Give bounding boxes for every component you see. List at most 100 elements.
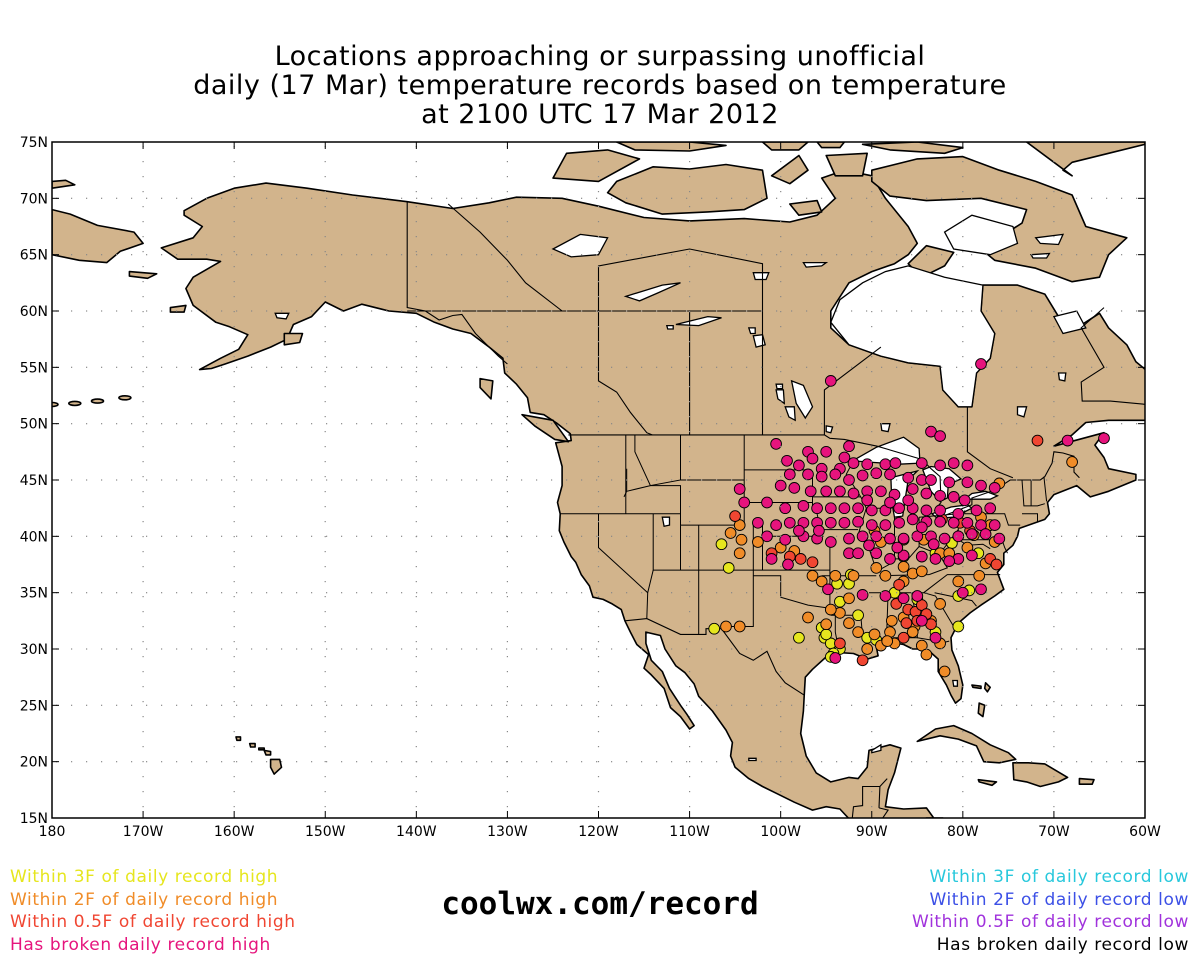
grid-dot	[1001, 310, 1003, 312]
grid-dot	[551, 423, 553, 425]
station-marker-broken	[975, 479, 987, 492]
grid-dot	[476, 761, 478, 763]
lake-dubawnt	[752, 272, 770, 281]
grid-dot	[851, 254, 853, 256]
grid-dot	[806, 310, 808, 312]
grid-dot	[311, 197, 313, 199]
station-marker-broken	[811, 502, 823, 515]
grid-dot	[836, 479, 838, 481]
grid-dot	[597, 386, 600, 388]
station-marker-broken	[804, 485, 817, 498]
grid-dot	[962, 806, 964, 808]
station-marker-broken	[829, 652, 842, 664]
grid-dot	[206, 310, 208, 312]
grid-dot	[281, 254, 283, 256]
grid-dot	[836, 366, 838, 368]
grid-dot	[233, 371, 235, 373]
grid-dot	[701, 366, 703, 368]
grid-dot	[415, 716, 417, 718]
grid-dot	[780, 386, 782, 388]
grid-dot	[716, 704, 718, 706]
grid-dot	[780, 536, 782, 538]
grid-dot	[956, 479, 958, 481]
grid-dot	[866, 648, 868, 650]
grid-dot	[731, 366, 733, 368]
border-bc-ab	[597, 311, 653, 436]
grid-dot	[1046, 704, 1048, 706]
grid-dot	[1053, 791, 1055, 793]
grid-dot	[233, 266, 235, 268]
station-marker-within3	[708, 622, 721, 635]
grid-dot	[716, 366, 718, 368]
grid-dot	[431, 479, 433, 481]
lake-amadjuak	[1030, 252, 1051, 259]
grid-dot	[415, 416, 417, 418]
grid-dot	[233, 701, 235, 703]
station-marker-within2	[915, 565, 928, 578]
grid-dot	[871, 731, 873, 733]
grid-dot	[731, 197, 733, 199]
grid-dot	[324, 761, 326, 763]
grid-dot	[521, 704, 523, 706]
grid-dot	[506, 446, 508, 448]
grid-dot	[116, 648, 118, 650]
grid-dot	[689, 446, 691, 448]
grid-dot	[1001, 761, 1003, 763]
grid-dot	[86, 761, 88, 763]
grid-dot	[780, 311, 782, 313]
station-marker-broken	[884, 532, 896, 545]
grid-dot	[506, 581, 508, 583]
grid-dot	[941, 254, 943, 256]
grid-dot	[1136, 254, 1138, 256]
grid-dot	[296, 254, 298, 256]
grid-dot	[597, 356, 600, 358]
grid-dot	[1076, 535, 1078, 537]
grid-dot	[142, 791, 144, 793]
station-marker-broken	[843, 532, 855, 545]
grid-dot	[701, 535, 703, 537]
grid-dot	[1053, 626, 1055, 628]
grid-dot	[780, 491, 782, 493]
legend-within-05f-low: Within 0.5F of daily record low	[912, 912, 1189, 932]
grid-dot	[791, 254, 793, 256]
grid-dot	[536, 310, 538, 312]
grid-dot	[956, 704, 958, 706]
grid-dot	[142, 551, 144, 553]
grid-dot	[101, 704, 103, 706]
lon-label: 80W	[947, 824, 979, 840]
grid-dot	[881, 310, 883, 312]
grid-dot	[324, 221, 326, 223]
grid-dot	[1046, 648, 1048, 650]
grid-dot	[780, 791, 782, 793]
grid-dot	[911, 704, 913, 706]
grid-dot	[71, 648, 73, 650]
grid-dot	[701, 704, 703, 706]
station-marker-within2	[815, 575, 828, 588]
grid-dot	[71, 423, 73, 425]
grid-dot	[326, 310, 328, 312]
grid-dot	[776, 592, 778, 594]
grid-dot	[780, 506, 782, 508]
station-marker-within3	[715, 538, 728, 551]
grid-dot	[296, 366, 298, 368]
grid-dot	[566, 310, 568, 312]
grid-dot	[911, 310, 913, 312]
grid-dot	[1053, 731, 1055, 733]
grid-dot	[1091, 366, 1093, 368]
lat-label: 35N	[20, 586, 48, 602]
station-marker-broken	[934, 489, 946, 502]
grid-dot	[415, 641, 417, 643]
grid-dot	[746, 535, 748, 537]
grid-dot	[806, 592, 808, 594]
grid-dot	[521, 535, 523, 537]
grid-dot	[1091, 310, 1093, 312]
grid-dot	[962, 266, 964, 268]
grid-dot	[597, 491, 600, 493]
map-axes: 75N70N65N60N55N50N45N40N35N30N25N20N15N1…	[20, 135, 1161, 840]
grid-dot	[851, 535, 853, 537]
grid-dot	[986, 423, 988, 425]
grid-dot	[491, 592, 493, 594]
grid-dot	[116, 423, 118, 425]
grid-dot	[1136, 366, 1138, 368]
grid-dot	[1053, 761, 1055, 763]
